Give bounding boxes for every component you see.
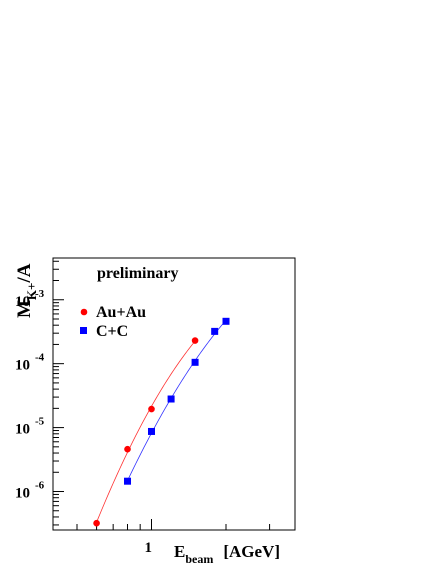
data-points: [93, 317, 230, 527]
y-axis-label-sub: K+: [24, 283, 39, 301]
y-tick-label: 10: [15, 358, 30, 374]
x-axis-label: Ebeam [AGeV]: [174, 542, 280, 564]
legend-label-cc: C+C: [96, 323, 128, 340]
data-point-auau: [93, 519, 100, 527]
data-point-auau: [148, 405, 155, 413]
x-tick-label: 1: [144, 540, 152, 556]
fit-curve-cc: [127, 319, 227, 481]
y-tick-label-exponent: -5: [35, 416, 45, 428]
legend[interactable]: Au+Au C+C: [80, 304, 146, 340]
y-tick-label-exponent: -4: [35, 352, 45, 364]
x-axis-label-unit: [AGeV]: [223, 542, 280, 561]
data-point-cc: [191, 358, 199, 366]
legend-marker-cc: [80, 327, 87, 334]
legend-label-auau: Au+Au: [96, 304, 146, 321]
data-point-cc: [147, 427, 155, 435]
annotation-preliminary: preliminary: [97, 265, 178, 282]
y-tick-label: 10: [15, 486, 30, 502]
y-axis-label-main: M: [14, 300, 35, 318]
x-axis-label-main: E: [174, 542, 185, 561]
data-point-auau: [124, 445, 131, 453]
data-point-auau: [191, 337, 199, 344]
data-point-cc: [167, 395, 175, 403]
legend-marker-auau: [80, 308, 88, 316]
y-tick-label-exponent: -3: [35, 288, 45, 300]
x-axis-label-sub: beam: [185, 552, 213, 564]
y-tick-label: 10: [15, 294, 30, 310]
x-axis-ticks: 1: [52, 519, 271, 556]
data-point-cc: [211, 327, 219, 335]
data-point-cc: [222, 317, 230, 325]
fit-curves: [96, 319, 227, 523]
y-tick-label-exponent: -6: [35, 480, 45, 492]
y-axis-label-tail: /A: [14, 263, 35, 283]
y-axis-ticks: 10 -3 10 -4 10 -5 10 -6: [15, 260, 64, 526]
svg-text:MK+/A: MK+/A: [14, 263, 39, 318]
y-tick-label: 10: [15, 422, 30, 438]
plot-frame: [52, 257, 296, 531]
y-axis-label: MK+/A: [14, 263, 39, 318]
fit-curve-auau: [96, 340, 196, 523]
data-point-cc: [124, 477, 132, 485]
